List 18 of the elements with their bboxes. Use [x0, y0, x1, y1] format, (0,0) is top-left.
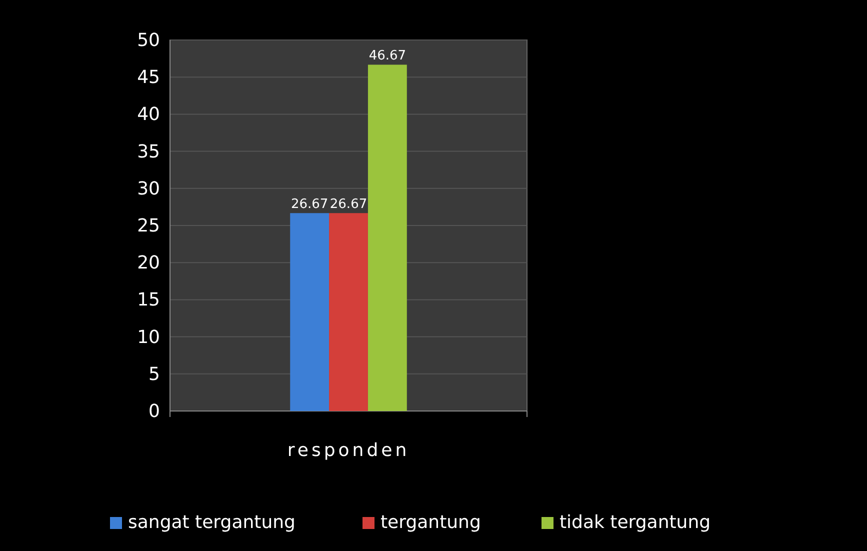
y-tick-label: 40	[137, 104, 160, 126]
y-tick-label: 20	[137, 252, 160, 274]
y-tick-label: 15	[137, 290, 160, 311]
y-tick-label: 45	[137, 67, 160, 88]
y-tick-label: 10	[137, 326, 160, 348]
y-tick-label: 50	[137, 30, 160, 51]
data-label: 46.67	[368, 48, 406, 64]
legend-label: tidak tergantung	[560, 512, 711, 533]
y-tick-label: 25	[137, 216, 160, 236]
y-tick-label: 0	[148, 401, 160, 422]
data-label: 26.67	[290, 197, 328, 212]
y-tick-label: 35	[137, 141, 160, 162]
legend-label: sangat tergantung	[128, 512, 296, 533]
legend-label: tergantung	[380, 512, 481, 533]
y-tick-label: 30	[137, 178, 160, 200]
data-label: 26.67	[330, 197, 368, 212]
x-tick-label: responden	[287, 440, 410, 461]
y-tick-label: 5	[148, 364, 160, 385]
